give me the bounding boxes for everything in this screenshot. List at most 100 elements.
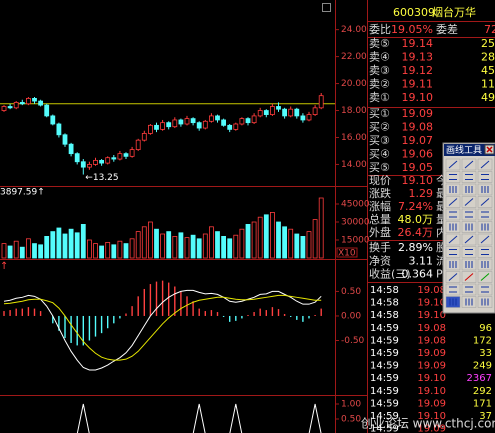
candle-body xyxy=(117,153,123,160)
y-tick-label: 0.00 xyxy=(341,311,361,321)
tool-button[interactable] xyxy=(477,246,493,258)
candle-body xyxy=(68,143,74,155)
candle-body xyxy=(56,123,62,136)
row-price: 19.06 xyxy=(402,148,434,161)
candle-body xyxy=(154,124,159,130)
row-extra: 49 xyxy=(481,91,495,104)
tool-button[interactable] xyxy=(477,283,493,296)
row-label: 卖⑤ xyxy=(369,37,390,50)
stock-name: 烟台万华 xyxy=(432,5,476,19)
tool-button[interactable] xyxy=(477,208,493,221)
tool-button[interactable] xyxy=(461,171,477,183)
candle-body xyxy=(318,95,324,109)
volume-bar xyxy=(38,244,43,259)
candle-body xyxy=(184,118,190,125)
tool-button[interactable] xyxy=(461,283,477,296)
tick-volume: 33 xyxy=(479,348,492,359)
candle-body xyxy=(135,139,141,151)
candle-body xyxy=(62,134,68,145)
volume-bar xyxy=(135,231,141,259)
tool-icon xyxy=(465,211,473,218)
tick-volume: 249 xyxy=(473,361,492,372)
tool-icon xyxy=(481,249,489,255)
volume-bar xyxy=(245,224,251,259)
tool-icon xyxy=(481,261,489,268)
volume-bar xyxy=(62,233,68,259)
watermark: 创业论坛 www.cthcj.com xyxy=(361,417,495,431)
tool-button[interactable] xyxy=(461,246,477,258)
charts: 24.00 22.00 20.00 18.00 16.00 14.00 ←13.25 1500… xyxy=(0,25,370,433)
volume-bar xyxy=(269,212,275,259)
row-extra: 25 xyxy=(481,37,495,50)
volume-bar xyxy=(306,231,312,259)
volume-bar xyxy=(263,214,269,259)
tick-time: 14:59 xyxy=(370,411,399,422)
drawing-toolbar[interactable]: 画线工具 xyxy=(442,142,495,314)
row-extra: P xyxy=(436,268,443,281)
candle-body xyxy=(288,108,294,117)
y-tick-label: 45000 xyxy=(341,200,370,210)
tool-icon xyxy=(481,186,489,193)
candle-body xyxy=(160,122,166,130)
candle-body xyxy=(239,118,245,125)
tool-icon xyxy=(449,286,457,293)
tool-icon xyxy=(449,298,457,306)
window-icon[interactable] xyxy=(322,3,331,12)
candle-body xyxy=(282,108,288,117)
tick-price: 19.08 xyxy=(417,335,446,346)
quote-panel: 600309 烟台万华 委比 19.05% 委差 72 卖⑤ 19.14 25 卖④ 1… xyxy=(367,5,495,433)
volume-bar xyxy=(25,238,31,259)
volume-bar xyxy=(172,236,178,259)
stock-code: 600309 xyxy=(393,6,435,19)
tool-button[interactable] xyxy=(445,171,461,183)
candle-body xyxy=(80,161,86,168)
candle-body xyxy=(300,115,306,121)
tool-icon xyxy=(449,223,457,231)
tick-time: 14:59 xyxy=(370,323,399,334)
low-annotation: ←13.25 xyxy=(85,173,118,183)
y-tick-label: 20.00 xyxy=(341,79,367,89)
candle-body xyxy=(19,102,25,105)
tool-icon xyxy=(480,273,490,281)
volume-label: 3897.59↑ xyxy=(0,188,45,198)
tick-time: 14:59 xyxy=(370,424,399,433)
tool-icon xyxy=(464,273,474,281)
row-extra: 45 xyxy=(481,64,495,77)
volume-bar xyxy=(227,238,233,259)
tool-icon xyxy=(480,160,490,169)
ratio-label: 委比 xyxy=(369,23,391,36)
row-price: 19.13 xyxy=(402,51,434,64)
volume-bar xyxy=(294,233,300,259)
tool-icon xyxy=(480,198,490,206)
tool-icon xyxy=(465,223,473,231)
tick-time: 14:58 xyxy=(370,310,399,321)
y-tick-label: 0.50 xyxy=(341,415,361,425)
tool-button[interactable] xyxy=(445,208,461,221)
row-label: 收益(三) xyxy=(369,267,411,281)
volume-bar xyxy=(312,219,318,259)
y-tick-label: 24.00 xyxy=(341,25,367,35)
volume-bar xyxy=(257,216,263,259)
tick-volume: 96 xyxy=(479,323,492,334)
volume-bar xyxy=(44,236,50,259)
volume-bar xyxy=(7,245,13,259)
row-extra: 最 xyxy=(436,187,447,200)
row-label: 现价 xyxy=(369,174,391,187)
toolbar-titlebar[interactable] xyxy=(444,144,495,156)
candle-body xyxy=(50,115,56,125)
tool-button[interactable] xyxy=(445,246,461,258)
y-tick-label: 15000 xyxy=(341,236,370,246)
tool-button[interactable] xyxy=(445,283,461,296)
row-extra: 内 xyxy=(436,225,447,239)
y-tick-label: 1.00 xyxy=(341,400,361,410)
volume-bar xyxy=(318,197,324,259)
tool-button[interactable] xyxy=(477,171,493,183)
y-tick-label: 22.00 xyxy=(341,52,367,62)
tick-price: 19.10 xyxy=(417,386,446,397)
tool-button[interactable] xyxy=(461,208,477,221)
unit-box xyxy=(336,247,358,258)
volume-bar xyxy=(300,236,306,259)
row-price: 0.364 xyxy=(402,268,434,281)
